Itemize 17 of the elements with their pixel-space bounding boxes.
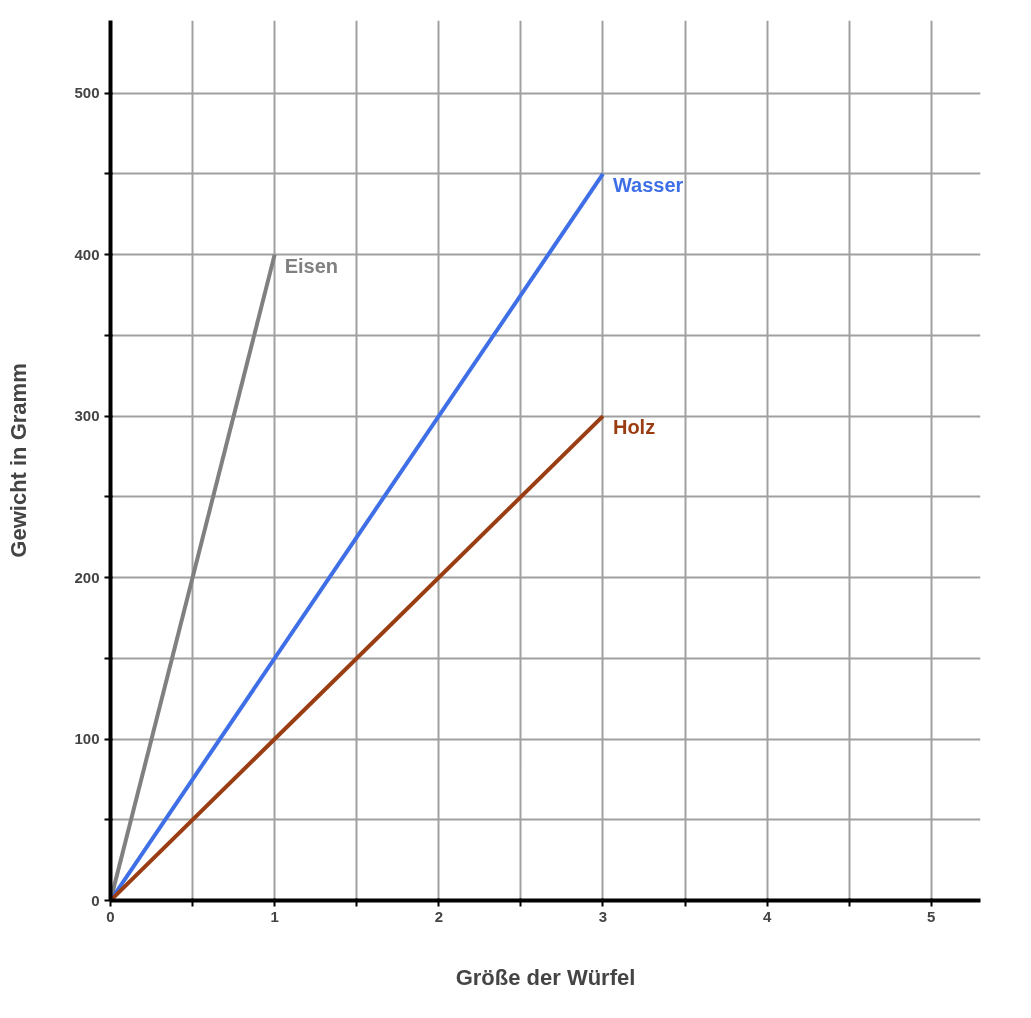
- series-label: Holz: [612, 416, 656, 439]
- y-tick-label: 200: [74, 568, 100, 586]
- x-tick-label: 4: [762, 907, 772, 925]
- y-axis-title: Gewicht in Gramm: [6, 363, 32, 558]
- x-tick-label: 3: [598, 907, 608, 925]
- x-tick-label: 1: [270, 907, 279, 925]
- y-tick-label: 300: [74, 407, 100, 425]
- x-axis-title: Größe der Würfel: [455, 964, 636, 990]
- series-label: Wasser: [612, 173, 684, 196]
- y-tick-label: 400: [74, 245, 100, 263]
- series-label: Eisen: [284, 254, 339, 277]
- y-tick-label: 100: [74, 730, 100, 748]
- x-tick-label: 5: [927, 907, 936, 925]
- y-tick-label: 0: [91, 891, 100, 909]
- x-tick-label: 0: [106, 907, 115, 925]
- x-tick-label: 2: [434, 907, 443, 925]
- y-tick-label: 500: [74, 84, 100, 102]
